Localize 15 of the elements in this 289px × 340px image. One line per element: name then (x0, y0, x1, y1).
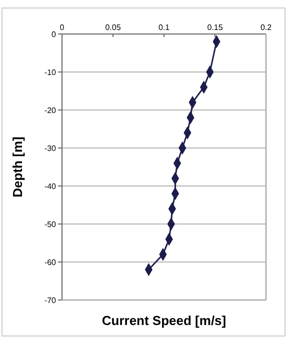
y-tick-label: -40 (44, 182, 57, 191)
y-tick-label: -70 (44, 296, 57, 305)
y-tick-label: 0 (52, 30, 57, 39)
x-tick-label: 0.05 (105, 23, 122, 32)
y-tick-label: -60 (44, 258, 57, 267)
x-tick-label: 0 (60, 23, 65, 32)
x-tick-label: 0.1 (158, 23, 170, 32)
y-tick-label: -10 (44, 68, 57, 77)
x-tick-label: 0.15 (207, 23, 224, 32)
y-tick-label: -30 (44, 144, 57, 153)
y-tick-label: -20 (44, 106, 57, 115)
y-tick-label: -50 (44, 220, 57, 229)
x-tick-label: 0.2 (260, 23, 272, 32)
x-axis-title: Current Speed [m/s] (102, 313, 226, 328)
y-axis-title: Depth [m] (10, 136, 25, 198)
